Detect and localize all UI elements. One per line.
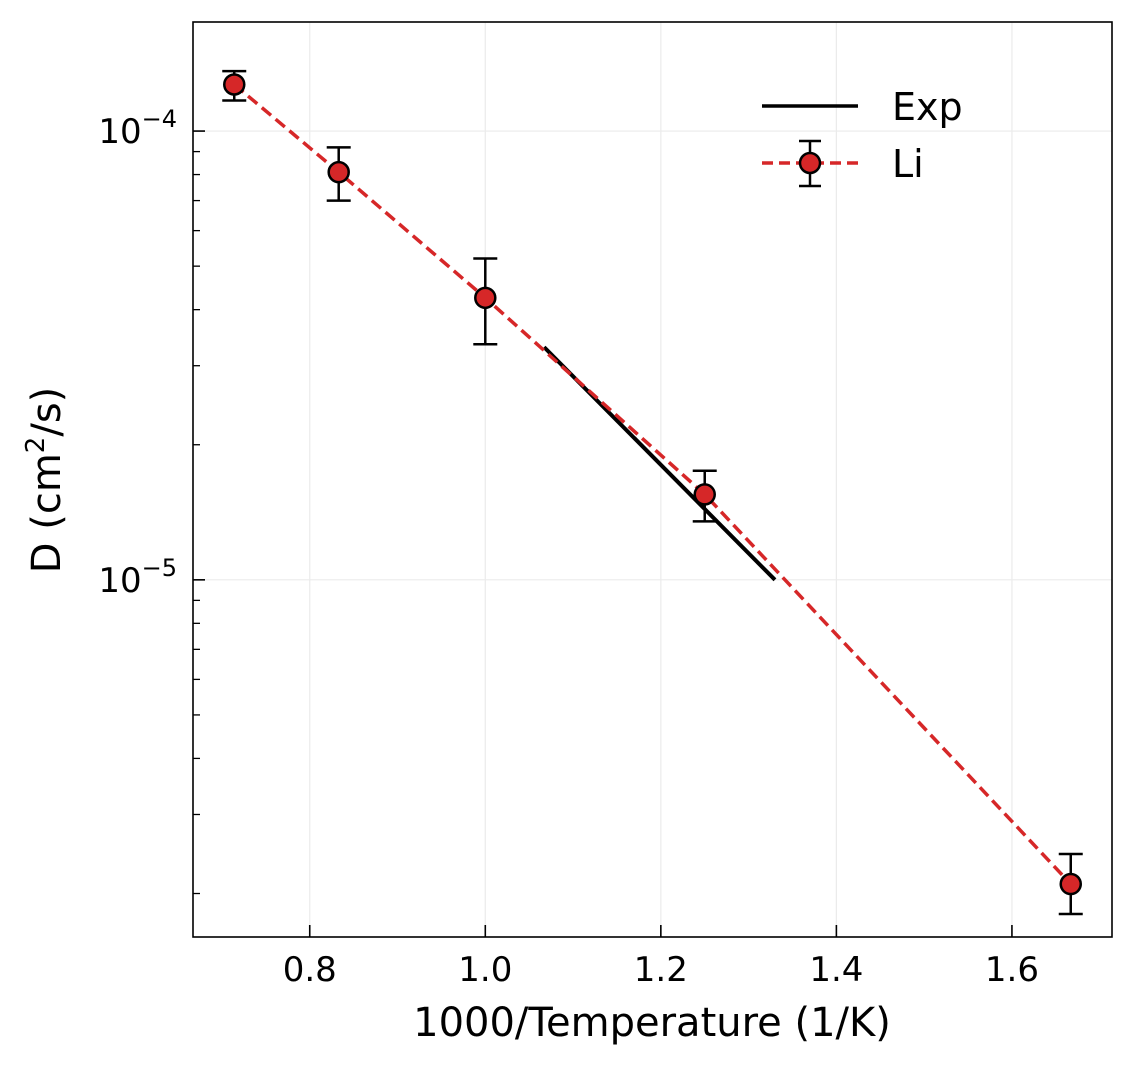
li-data-point — [327, 160, 350, 184]
plot-frame — [192, 21, 1113, 938]
x-tick-label: 1.0 — [458, 950, 512, 990]
li-data-point — [1059, 872, 1082, 896]
li-series — [222, 69, 1083, 916]
y-tick-label: 10−4 — [98, 105, 177, 152]
axis-ticks: 0.8 1.0 1.2 1.4 1.610−410−5 — [98, 105, 1039, 990]
li-data-point — [474, 286, 497, 310]
x-axis-label: 1000/Temperature (1/K) — [413, 1000, 891, 1046]
y-tick-label-exponent: −4 — [142, 105, 177, 133]
x-tick-label: 1.4 — [809, 950, 863, 990]
y-axis-label-suffix: /s) — [24, 387, 70, 437]
grid-lines — [193, 22, 1112, 937]
x-tick-label: 1.6 — [985, 950, 1039, 990]
legend: Exp Li — [762, 85, 963, 188]
legend-li-marker — [798, 151, 822, 175]
x-tick-label: 0.8 — [283, 950, 337, 990]
y-tick-label-base: 10 — [98, 112, 141, 152]
li-data-point — [223, 73, 246, 96]
x-tick-label: 1.2 — [634, 950, 688, 990]
y-axis-label-prefix: D (cm — [24, 453, 70, 573]
li-data-point — [693, 483, 716, 506]
y-axis-label: D (cm2/s) — [21, 387, 70, 574]
legend-li-label: Li — [892, 142, 924, 186]
y-tick-label: 10−5 — [98, 554, 177, 601]
li-dashed-line — [233, 83, 1073, 886]
y-tick-label-exponent: −5 — [142, 554, 177, 582]
legend-exp-label: Exp — [892, 85, 963, 129]
y-axis-label-superscript: 2 — [21, 437, 51, 454]
y-tick-label-base: 10 — [98, 561, 141, 601]
